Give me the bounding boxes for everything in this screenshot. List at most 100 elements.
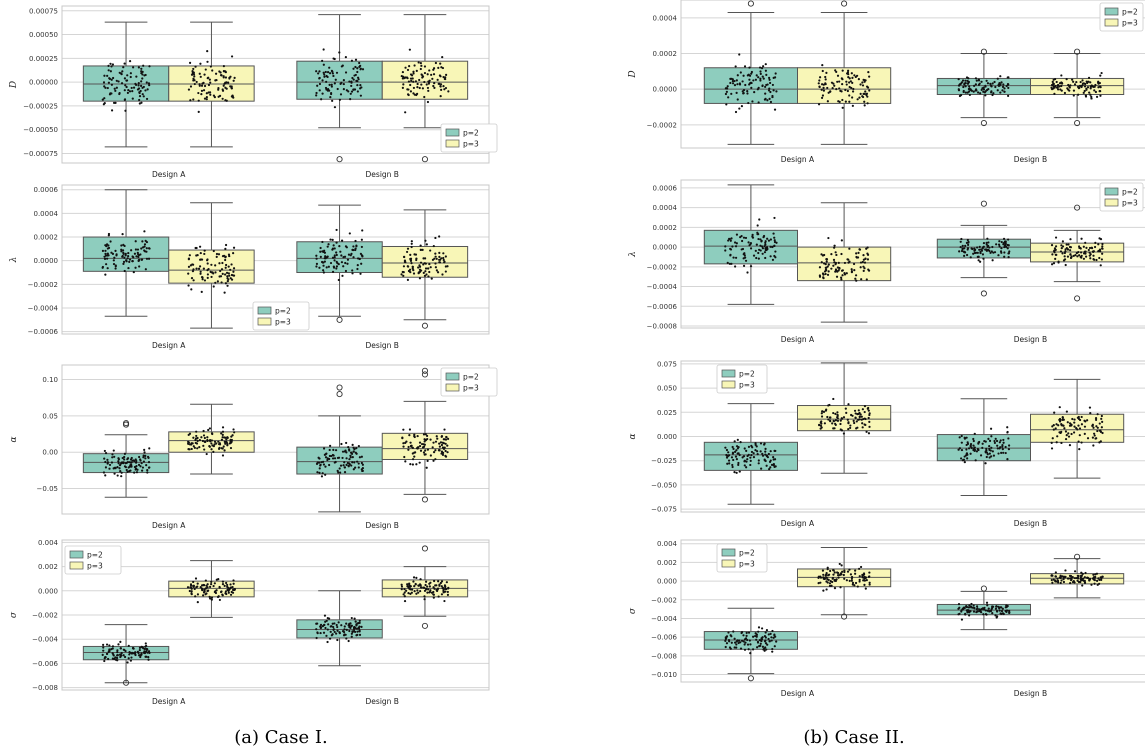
sample-point [407,583,411,586]
sample-point [836,416,839,419]
sample-point [210,598,213,601]
sample-point [966,247,970,250]
sample-point [747,101,750,105]
sample-point [973,84,976,87]
sample-point [192,268,195,271]
sample-point [116,649,119,652]
sample-point [865,579,868,582]
sample-point [1059,250,1063,253]
sample-point [203,584,206,587]
sample-point [755,635,758,638]
sample-point [444,265,447,268]
sample-point [1083,419,1086,422]
sample-point [849,426,852,430]
sample-point [991,450,994,453]
sample-point [328,72,332,75]
sample-point [344,633,347,636]
sample-point [220,74,223,77]
sample-point [232,270,235,273]
sample-point [972,447,976,450]
sample-point [740,105,744,108]
sample-point [206,439,209,442]
sample-point [968,604,971,607]
sample-point [342,256,345,259]
sample-point [322,463,326,466]
sample-point [331,99,334,102]
sample-point [353,461,356,464]
sample-point [428,69,431,72]
sample-point [825,260,828,263]
sample-point [198,438,201,442]
sample-point [440,434,444,438]
sample-point [865,247,868,250]
sample-point [338,245,341,248]
sample-point [1050,88,1054,91]
sample-point [859,413,862,416]
box-p=2 [296,446,383,475]
sample-point [124,109,127,112]
sample-point [333,457,337,460]
sample-point [340,261,344,264]
sample-point [856,74,859,77]
sample-point [738,53,741,56]
sample-point [840,239,843,242]
sample-point [756,453,759,456]
sample-point [847,422,850,425]
sample-point [410,591,413,594]
sample-point [732,256,735,259]
sample-point [213,440,217,443]
sample-point [200,93,203,96]
sample-point [863,583,866,586]
sample-point [839,89,842,92]
sample-point [110,78,113,81]
sample-point [868,75,871,78]
sample-point [867,406,870,410]
sample-point [215,442,218,445]
sample-point [774,72,777,75]
sample-point [209,597,212,600]
sample-point [227,278,230,281]
sample-point [992,605,995,608]
sample-point [212,450,215,453]
sample-point [139,84,143,88]
sample-point [1095,258,1098,262]
sample-point [821,272,825,275]
sample-point [957,603,961,606]
sample-point [772,232,775,235]
sample-point [990,446,993,449]
sample-point [1077,574,1080,578]
sample-point [867,416,870,420]
sample-point [1097,577,1100,580]
sample-point [1094,418,1098,421]
sample-point [1069,249,1072,252]
sample-point [125,260,128,263]
sample-point [121,233,124,236]
sample-point [127,657,130,660]
sample-point [1063,255,1066,258]
sample-point [424,262,427,265]
sample-point [419,578,422,581]
sample-point [106,86,109,90]
sample-point [1001,443,1004,447]
sample-point [1005,605,1008,609]
sample-point [958,612,961,615]
outlier-point [980,585,987,592]
sample-point [339,250,342,253]
sample-point [1000,81,1003,84]
sample-point [221,580,225,583]
sample-point [217,595,220,598]
sample-point [147,656,150,659]
sample-point [842,432,845,435]
sample-point [404,66,407,69]
sample-point [854,416,857,420]
sample-point [124,462,127,465]
chart-panel-II-alpha: −0.075−0.050−0.0250.0000.0250.0500.075αD… [628,360,1145,528]
sample-point [742,455,746,458]
sample-point [868,583,871,586]
y-tick-label: −0.006 [32,660,58,668]
sample-point [432,459,435,462]
sample-point [972,437,975,441]
y-tick-label: 0.002 [657,559,677,567]
sample-point [759,644,762,647]
y-tick-label: −0.008 [32,684,58,692]
